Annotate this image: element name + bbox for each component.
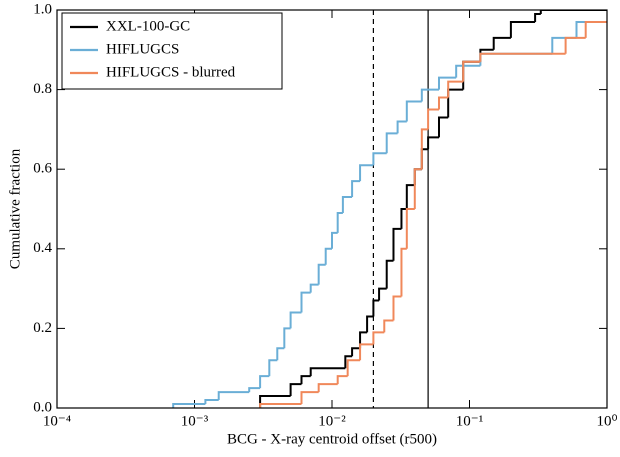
y-tick-label: 0.8 xyxy=(33,81,52,97)
series xyxy=(259,20,607,408)
step xyxy=(341,196,353,213)
step xyxy=(405,208,415,249)
step xyxy=(351,347,361,357)
step xyxy=(331,231,338,249)
step xyxy=(372,299,380,317)
step xyxy=(575,20,607,38)
step xyxy=(479,52,536,62)
step xyxy=(259,395,291,408)
step xyxy=(405,184,415,209)
step xyxy=(204,399,219,405)
step xyxy=(385,259,394,289)
step xyxy=(392,227,402,261)
y-tick-label: 1.0 xyxy=(33,1,52,17)
step xyxy=(420,128,429,170)
step xyxy=(437,96,449,110)
step xyxy=(378,287,387,301)
step xyxy=(300,291,311,313)
step xyxy=(447,80,464,98)
step xyxy=(324,247,332,265)
step xyxy=(396,120,407,134)
step xyxy=(359,343,374,361)
step xyxy=(300,375,311,385)
x-tick-label: 10⁻² xyxy=(318,413,346,429)
step xyxy=(346,359,361,377)
step xyxy=(317,263,326,285)
y-tick-label: 0.4 xyxy=(33,240,52,256)
step xyxy=(534,12,541,22)
x-axis-label: BCG - X-ray centroid offset (r500) xyxy=(227,431,437,447)
y-tick-label: 0.0 xyxy=(33,399,52,415)
x-tick-label: 10⁻¹ xyxy=(456,413,483,429)
step xyxy=(400,208,407,229)
step xyxy=(336,375,348,385)
step xyxy=(584,20,607,38)
legend-label: HIFLUGCS - blurred xyxy=(106,64,236,80)
step xyxy=(564,36,586,54)
step xyxy=(385,132,398,154)
step xyxy=(427,136,439,150)
step xyxy=(420,88,439,102)
step xyxy=(289,383,302,397)
legend-box xyxy=(61,12,283,90)
step xyxy=(336,211,343,233)
step xyxy=(351,180,361,198)
step xyxy=(366,315,374,333)
step xyxy=(509,20,536,38)
y-tick-label: 0.2 xyxy=(33,320,52,336)
x-tick-label: 10⁰ xyxy=(596,413,617,429)
step xyxy=(479,48,494,62)
step xyxy=(479,52,511,66)
series xyxy=(259,10,607,408)
y-axis-label: Cumulative fraction xyxy=(7,148,23,269)
x-tick-label: 10⁻³ xyxy=(181,413,209,429)
step xyxy=(455,64,481,78)
step xyxy=(259,403,302,408)
series xyxy=(172,20,607,408)
step xyxy=(372,152,387,166)
step xyxy=(392,295,402,321)
step xyxy=(413,168,422,186)
step xyxy=(383,319,394,333)
legend-label: XXL-100-GC xyxy=(106,18,190,34)
step xyxy=(400,247,407,297)
step xyxy=(437,76,457,90)
step xyxy=(276,347,285,361)
step xyxy=(172,403,206,408)
step xyxy=(289,311,302,329)
legend-label: HIFLUGCS xyxy=(106,41,179,57)
step xyxy=(447,88,464,118)
step xyxy=(317,383,338,393)
step xyxy=(413,168,422,209)
step xyxy=(259,375,270,389)
step xyxy=(437,116,449,138)
step xyxy=(309,367,346,377)
step xyxy=(492,36,511,50)
step xyxy=(309,283,319,293)
step xyxy=(539,10,607,14)
step xyxy=(359,164,374,182)
step xyxy=(405,100,422,122)
step xyxy=(300,391,319,405)
step xyxy=(248,387,261,393)
y-tick-label: 0.6 xyxy=(33,161,52,177)
step xyxy=(551,36,577,54)
step xyxy=(268,359,278,377)
step xyxy=(462,60,481,82)
x-tick-label: 10⁻⁴ xyxy=(43,413,71,429)
step xyxy=(344,355,353,369)
step xyxy=(427,108,439,130)
plot-frame xyxy=(56,9,608,409)
step xyxy=(372,331,385,345)
step xyxy=(217,391,250,401)
step xyxy=(359,331,368,349)
step xyxy=(283,327,291,349)
